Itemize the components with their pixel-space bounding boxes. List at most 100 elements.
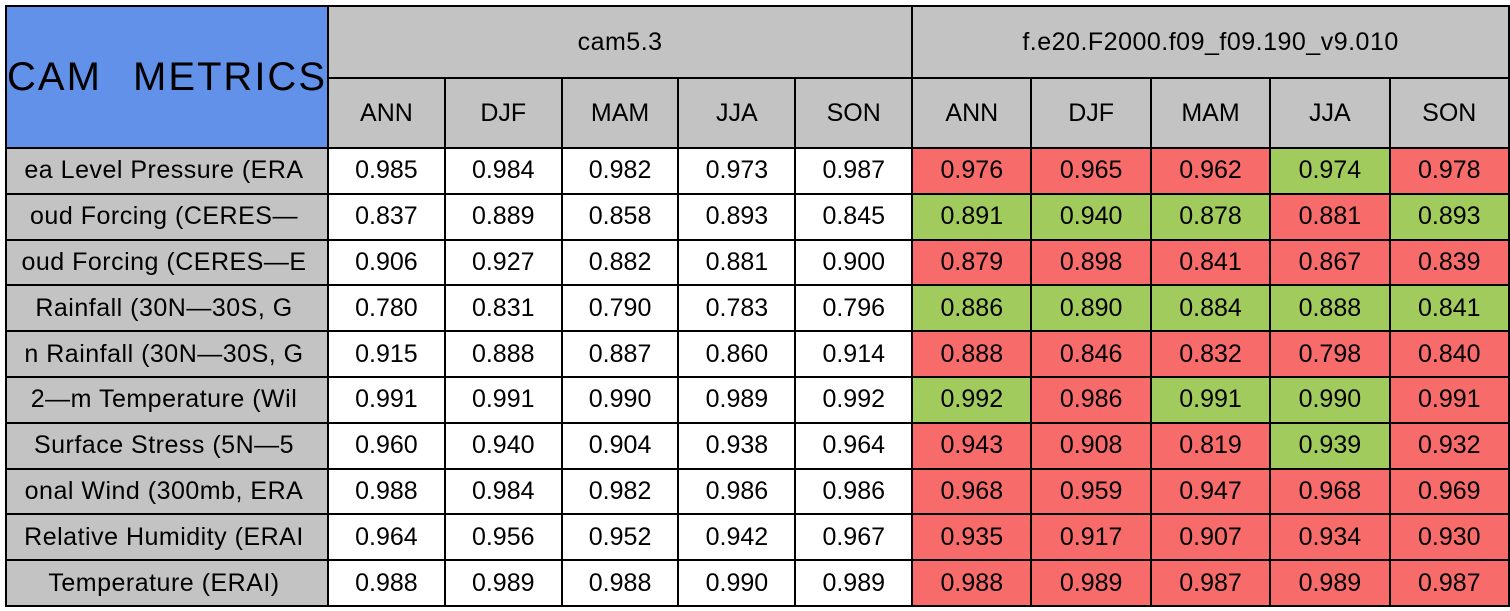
cam53-value-cell: 0.783	[677, 284, 797, 333]
cam53-value-cell: 0.988	[560, 559, 680, 607]
fe20-value-cell-red: 0.930	[1388, 513, 1510, 562]
page-title: CAM METRICS	[5, 5, 329, 149]
row-label-cell: oud Forcing (CERES—	[5, 192, 329, 241]
cam53-value-cell: 0.938	[677, 421, 797, 470]
cam53-value-cell: 0.914	[794, 330, 914, 378]
cam53-value-cell: 0.982	[560, 467, 680, 516]
cam53-value-cell: 0.860	[677, 330, 797, 378]
season-header-jja-cam53: JJA	[677, 77, 797, 149]
row-label: Surface Stress (5N—5	[33, 431, 295, 460]
fe20-value-cell-green: 0.891	[911, 192, 1033, 241]
fe20-value-cell-red: 0.959	[1030, 467, 1152, 516]
table-row: Surface Stress (5N—5 0.960 0.940 0.904 0.938…	[5, 421, 1510, 470]
fe20-value-cell-green: 0.886	[911, 284, 1033, 333]
season-header-row: ANN DJF MAM JJA SON ANN DJF MAM JJA SON	[6, 77, 1510, 149]
fe20-value-cell-red: 0.819	[1149, 421, 1272, 470]
group-header-fe20-run: f.e20.F2000.f09_f09.190_v9.010	[911, 5, 1510, 79]
fe20-value-cell-red: 0.798	[1269, 330, 1391, 378]
table-row: 2—m Temperature (Wil 0.991 0.991 0.990 0.989…	[5, 375, 1510, 424]
cam53-value-cell: 0.986	[794, 467, 914, 516]
fe20-value-cell-red: 0.888	[911, 330, 1033, 378]
row-label-cell: oud Forcing (CERES—E	[5, 238, 329, 287]
season-header-mam-cam53: MAM	[560, 77, 680, 149]
row-label-cell: 2—m Temperature (Wil	[5, 375, 329, 424]
group-header-cam53: cam5.3	[326, 5, 914, 79]
cam53-value-cell: 0.882	[560, 238, 680, 287]
fe20-value-cell-red: 0.846	[1030, 330, 1152, 378]
cam53-value-cell: 0.900	[794, 238, 914, 287]
table-row: Temperature (ERAI) 0.988 0.989 0.988 0.990 0.…	[5, 559, 1510, 607]
cam53-value-cell: 0.906	[327, 238, 446, 287]
cam53-value-cell: 0.796	[794, 284, 914, 333]
cam53-value-cell: 0.989	[794, 559, 914, 607]
row-label-cell: Temperature (ERAI)	[5, 559, 329, 607]
fe20-value-cell-red: 0.943	[911, 421, 1033, 470]
row-label: onal Wind (300mb, ERA	[24, 476, 304, 505]
cam53-value-cell: 0.831	[443, 284, 563, 333]
fe20-value-cell-red: 0.841	[1149, 238, 1272, 287]
cam53-value-cell: 0.780	[327, 284, 446, 333]
cam53-value-cell: 0.987	[794, 147, 914, 195]
fe20-value-cell-red: 0.898	[1030, 238, 1152, 287]
row-label: Rainfall (30N—30S, G	[35, 293, 293, 322]
fe20-value-cell-green: 0.992	[911, 375, 1033, 424]
fe20-value-cell-red: 0.969	[1388, 467, 1510, 516]
season-header-son-fe20: SON	[1388, 77, 1510, 149]
fe20-value-cell-red: 0.934	[1269, 513, 1391, 562]
cam53-value-cell: 0.960	[327, 421, 446, 470]
cam53-value-cell: 0.858	[560, 192, 680, 241]
cam53-value-cell: 0.990	[560, 375, 680, 424]
cam53-value-cell: 0.967	[794, 513, 914, 562]
cam53-value-cell: 0.989	[677, 375, 797, 424]
table-row: n Rainfall (30N—30S, G 0.915 0.888 0.887 0.8…	[5, 330, 1510, 378]
cam53-value-cell: 0.887	[560, 330, 680, 378]
cam53-value-cell: 0.881	[677, 238, 797, 287]
fe20-value-cell-red: 0.867	[1269, 238, 1391, 287]
fe20-value-cell-green: 0.884	[1149, 284, 1272, 333]
cam53-value-cell: 0.988	[327, 559, 446, 607]
fe20-value-cell-green: 0.940	[1030, 192, 1152, 241]
fe20-value-cell-red: 0.839	[1388, 238, 1510, 287]
fe20-value-cell-red: 0.976	[911, 147, 1033, 195]
season-header-son-cam53: SON	[794, 77, 914, 149]
fe20-value-cell-red: 0.989	[1269, 559, 1391, 607]
row-label-cell: n Rainfall (30N—30S, G	[5, 330, 329, 378]
fe20-value-cell-red: 0.932	[1388, 421, 1510, 470]
cam53-value-cell: 0.893	[677, 192, 797, 241]
cam53-value-cell: 0.990	[677, 559, 797, 607]
season-header-jja-fe20: JJA	[1269, 77, 1391, 149]
cam53-value-cell: 0.984	[443, 467, 563, 516]
cam53-value-cell: 0.915	[327, 330, 446, 378]
group-header-row: CAM METRICS cam5.3 f.e20.F2000.f09_f09.1…	[5, 5, 1510, 149]
fe20-value-cell-green: 0.893	[1388, 192, 1510, 241]
fe20-value-cell-red: 0.879	[911, 238, 1033, 287]
fe20-value-cell-red: 0.962	[1149, 147, 1272, 195]
cam53-value-cell: 0.956	[443, 513, 563, 562]
row-label: n Rainfall (30N—30S, G	[24, 339, 304, 368]
season-header-ann-fe20: ANN	[911, 77, 1033, 149]
season-header-djf-fe20: DJF	[1030, 77, 1152, 149]
fe20-value-cell-red: 0.881	[1269, 192, 1391, 241]
fe20-value-cell-green: 0.991	[1149, 375, 1272, 424]
cam53-value-cell: 0.964	[327, 513, 446, 562]
row-label: oud Forcing (CERES—	[30, 202, 298, 231]
fe20-value-cell-red: 0.989	[1030, 559, 1152, 607]
table-row: oud Forcing (CERES—E 0.906 0.927 0.882 0.881…	[5, 238, 1510, 287]
row-label: oud Forcing (CERES—E	[21, 247, 307, 276]
fe20-value-cell-red: 0.840	[1388, 330, 1510, 378]
fe20-value-cell-red: 0.968	[1269, 467, 1391, 516]
fe20-value-cell-green: 0.890	[1030, 284, 1152, 333]
cam53-value-cell: 0.985	[327, 147, 446, 195]
row-label: Relative Humidity (ERAI	[24, 522, 304, 551]
fe20-value-cell-red: 0.832	[1149, 330, 1272, 378]
row-label-cell: onal Wind (300mb, ERA	[5, 467, 329, 516]
table-row: Relative Humidity (ERAI 0.964 0.956 0.952 0.…	[5, 513, 1510, 562]
fe20-value-cell-red: 0.947	[1149, 467, 1272, 516]
cam53-value-cell: 0.991	[443, 375, 563, 424]
cam53-value-cell: 0.927	[443, 238, 563, 287]
fe20-value-cell-red: 0.978	[1388, 147, 1510, 195]
table-row: ea Level Pressure (ERA 0.985 0.984 0.982 0.9…	[5, 147, 1510, 195]
cam53-value-cell: 0.940	[443, 421, 563, 470]
fe20-value-cell-red: 0.986	[1030, 375, 1152, 424]
cam53-value-cell: 0.845	[794, 192, 914, 241]
